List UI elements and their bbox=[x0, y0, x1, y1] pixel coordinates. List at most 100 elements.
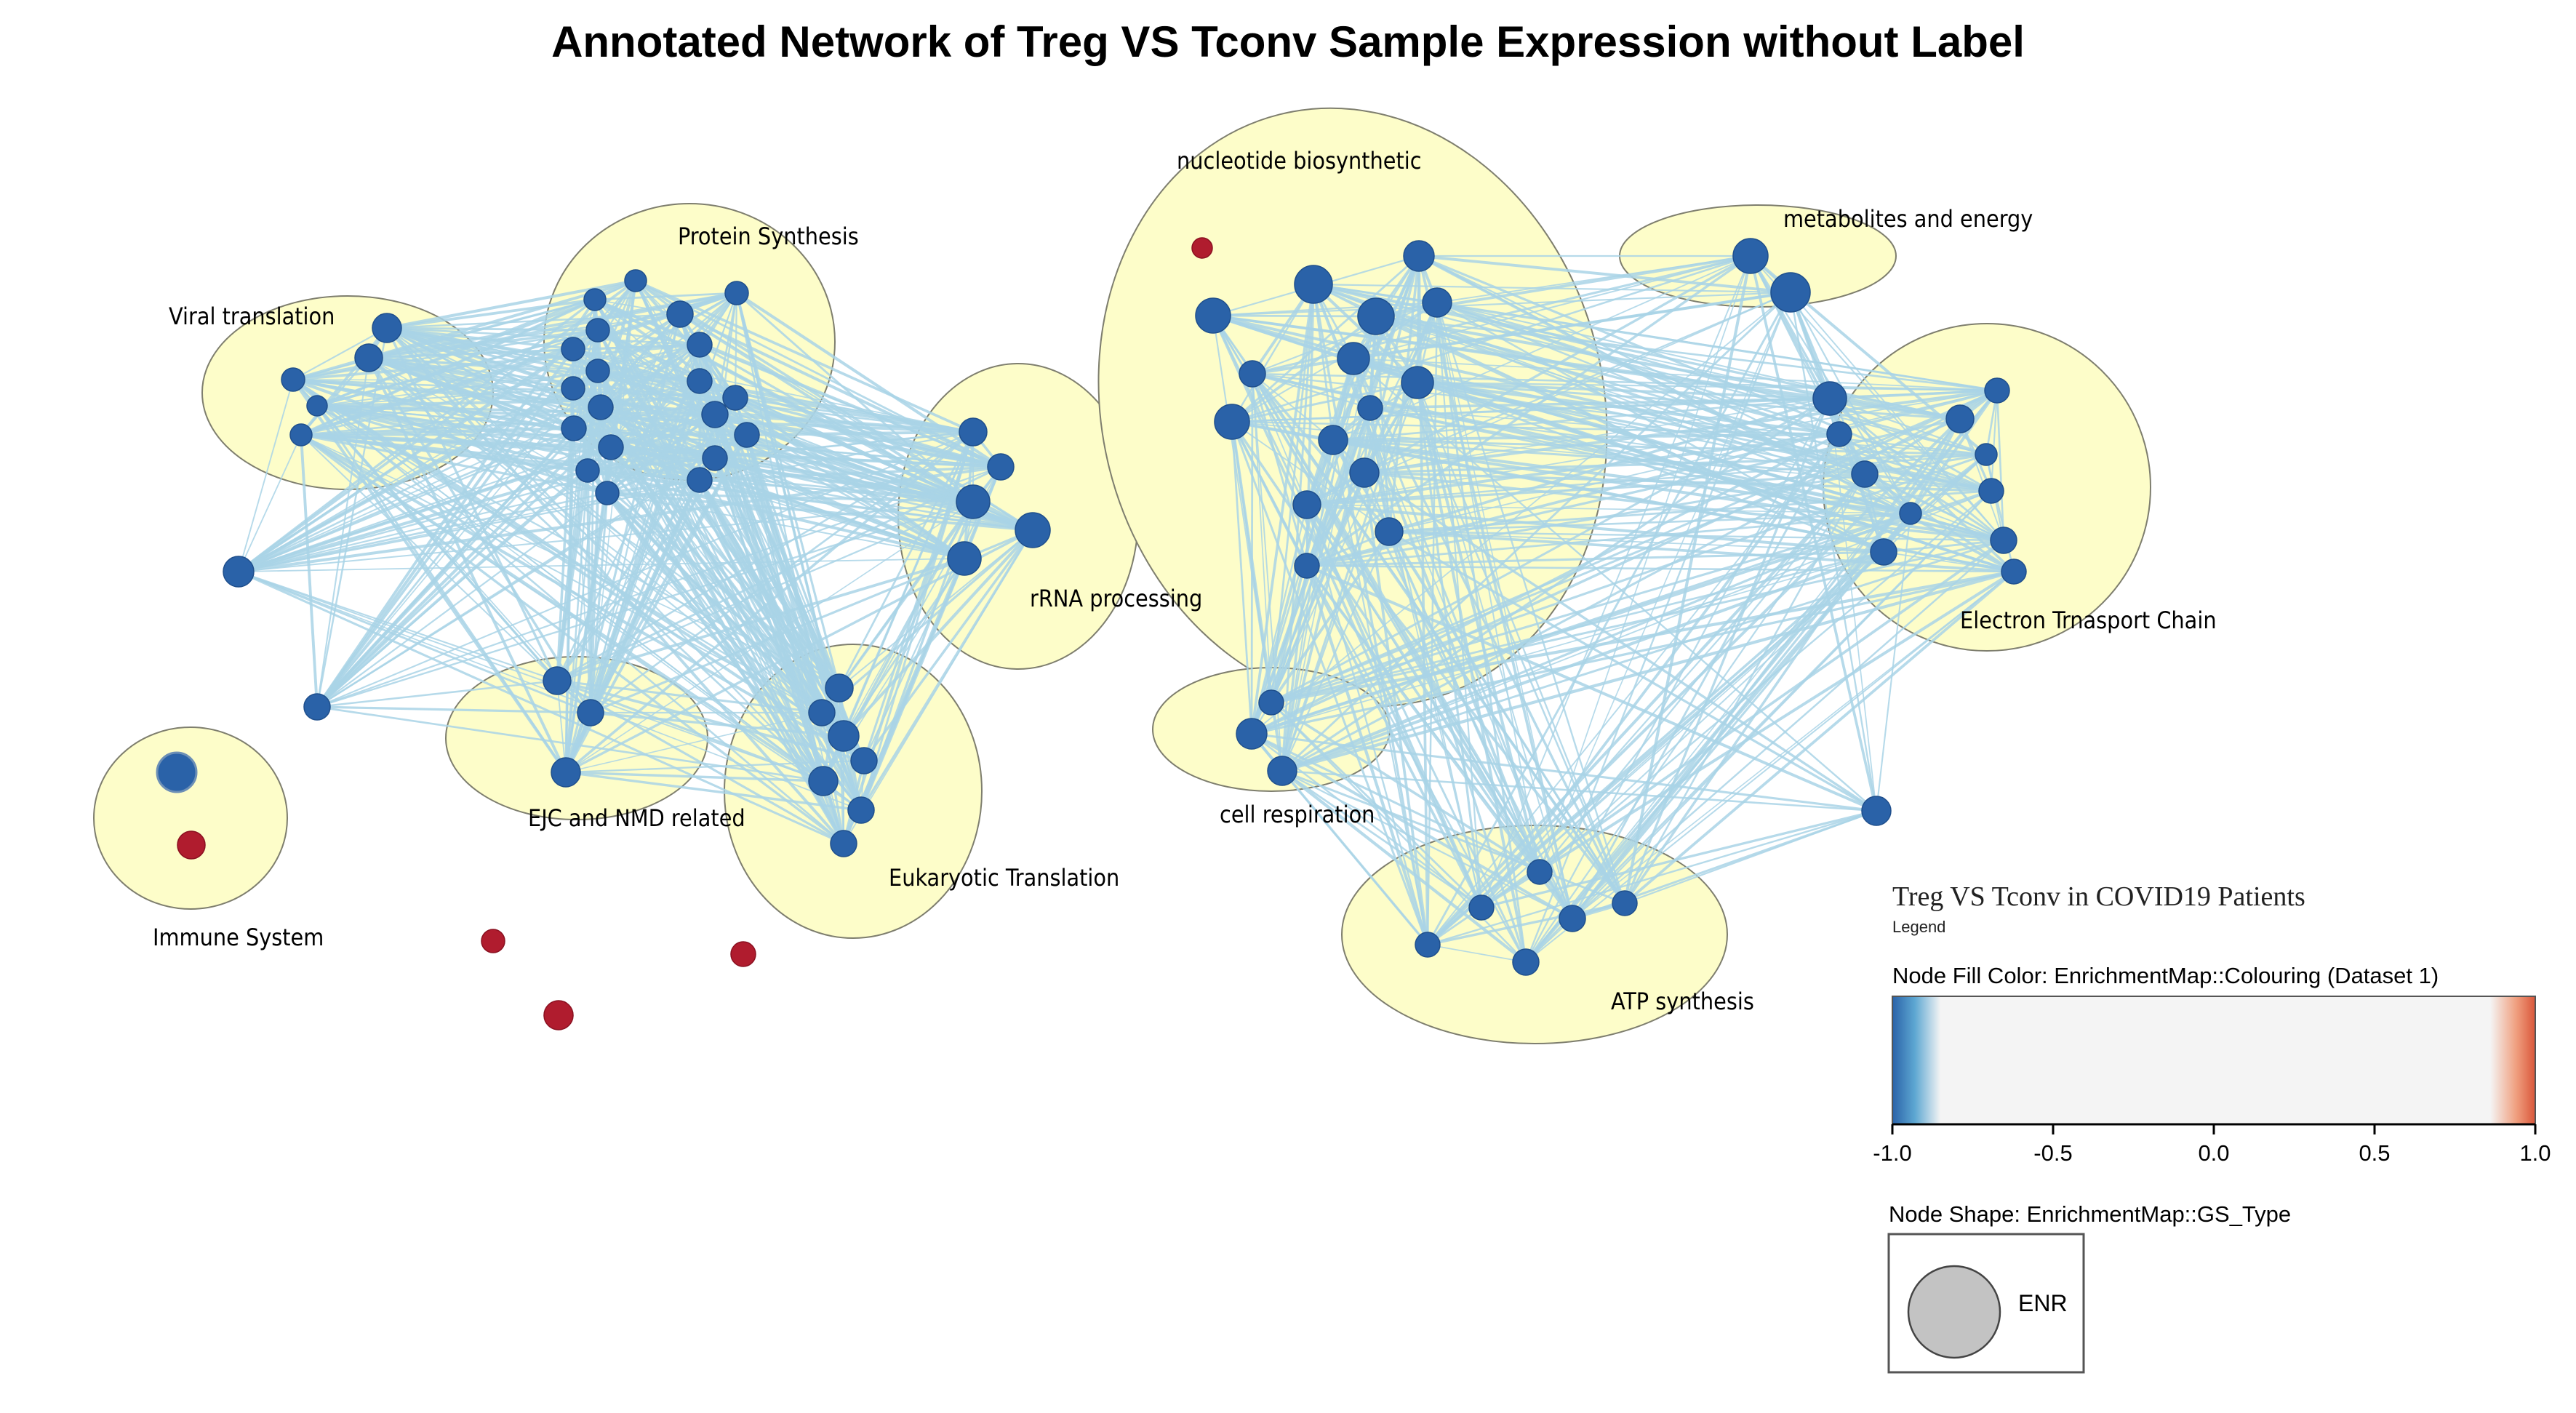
network-edge bbox=[735, 292, 1002, 468]
network-edge bbox=[1252, 373, 1334, 441]
cluster-label-eukaryotic-translation: Eukaryotic Translation bbox=[889, 864, 1119, 892]
cluster-label-cell-respiration: cell respiration bbox=[1220, 801, 1375, 828]
network-node-blue bbox=[575, 458, 600, 483]
network-edge bbox=[1231, 315, 1377, 423]
network-edge bbox=[842, 558, 966, 844]
network-edge bbox=[1864, 473, 2004, 542]
network-edge bbox=[590, 711, 844, 737]
network-edge bbox=[556, 679, 844, 845]
network-edge bbox=[1353, 358, 1998, 391]
network-edge bbox=[1436, 301, 1992, 492]
network-edge bbox=[556, 479, 700, 681]
network-edge bbox=[1281, 291, 1791, 772]
network-edge bbox=[1417, 255, 1574, 919]
network-edge bbox=[1864, 473, 2015, 573]
network-edge bbox=[1212, 315, 1527, 963]
legend-subheader: Legend bbox=[1892, 918, 1945, 936]
network-edge bbox=[1231, 255, 1751, 423]
network-edge bbox=[1571, 433, 1841, 919]
network-edge bbox=[1427, 809, 1877, 946]
network-edge bbox=[1281, 490, 1992, 772]
network-edge bbox=[606, 492, 825, 782]
network-edge bbox=[1281, 512, 1911, 772]
network-node-blue bbox=[1401, 366, 1434, 399]
network-edge bbox=[1436, 301, 1961, 420]
network-node-blue bbox=[303, 693, 331, 721]
network-edge bbox=[594, 292, 737, 301]
legend-tick-label: -1.0 bbox=[1873, 1140, 1911, 1166]
network-edge bbox=[1480, 539, 2005, 909]
network-edge bbox=[316, 470, 588, 708]
network-edge bbox=[1418, 255, 1791, 294]
network-node-blue bbox=[701, 401, 729, 428]
network-edge bbox=[843, 529, 1033, 844]
network-node-blue bbox=[1984, 377, 2010, 404]
network-edge bbox=[1417, 380, 1840, 436]
network-edge bbox=[734, 292, 738, 399]
network-node-blue bbox=[543, 666, 572, 695]
network-node-blue bbox=[1468, 894, 1495, 921]
network-edge bbox=[607, 433, 748, 495]
network-node-red bbox=[481, 929, 505, 953]
network-edge bbox=[1623, 570, 2015, 905]
network-node-blue bbox=[847, 796, 875, 824]
network-node-blue bbox=[306, 395, 328, 417]
network-node-blue bbox=[947, 541, 982, 576]
network-edge bbox=[1281, 769, 1527, 964]
network-edge bbox=[1364, 453, 1987, 474]
network-node-blue bbox=[1527, 859, 1553, 885]
network-edge bbox=[238, 379, 294, 572]
network-node-red bbox=[177, 830, 206, 860]
network-edge bbox=[316, 500, 974, 708]
network-edge bbox=[556, 465, 1001, 682]
network-edge bbox=[679, 313, 1001, 468]
network-edge bbox=[699, 465, 1001, 481]
network-edge bbox=[606, 492, 863, 812]
network-edge bbox=[1281, 565, 1308, 772]
network-edge bbox=[238, 434, 302, 572]
network-edge bbox=[238, 501, 974, 572]
network-edge bbox=[300, 433, 845, 845]
network-edge bbox=[1252, 373, 1308, 505]
network-edge bbox=[699, 380, 965, 560]
network-edge bbox=[1572, 540, 2004, 919]
network-node-red bbox=[1191, 237, 1213, 259]
network-edge bbox=[1271, 397, 1831, 704]
cluster-label-viral-translation: Viral translation bbox=[169, 303, 335, 330]
network-edge bbox=[386, 327, 865, 761]
network-node-blue bbox=[1978, 478, 2004, 504]
network-edge bbox=[1332, 439, 1865, 476]
network-edge bbox=[1480, 433, 1841, 909]
network-edge bbox=[1863, 389, 1999, 476]
network-edge bbox=[300, 434, 823, 713]
network-edge bbox=[1271, 569, 2015, 705]
network-edge bbox=[238, 570, 591, 714]
network-edge bbox=[1749, 255, 1878, 812]
network-node-blue bbox=[1349, 457, 1380, 488]
network-edge bbox=[698, 479, 865, 761]
network-edge bbox=[1572, 571, 2015, 919]
network-edge bbox=[300, 433, 608, 495]
network-edge bbox=[1271, 551, 1884, 704]
network-node-blue bbox=[577, 699, 604, 726]
network-edge bbox=[1231, 420, 1541, 873]
network-node-blue bbox=[1292, 490, 1321, 519]
network-node-blue bbox=[1015, 512, 1051, 548]
network-node-blue bbox=[1318, 425, 1348, 455]
network-node-blue bbox=[551, 757, 581, 788]
network-node-blue bbox=[561, 337, 585, 361]
network-edge bbox=[1417, 381, 1831, 400]
network-edge bbox=[1313, 283, 1987, 456]
network-edge bbox=[1281, 539, 2004, 772]
network-node-blue bbox=[830, 830, 857, 857]
network-node-blue bbox=[372, 313, 402, 343]
network-edge bbox=[1312, 283, 1419, 384]
network-edge bbox=[1436, 255, 1751, 303]
network-edge bbox=[1305, 504, 1574, 919]
network-edge bbox=[1306, 473, 1865, 567]
network-node-blue bbox=[828, 720, 860, 752]
network-edge bbox=[292, 327, 388, 380]
network-edge bbox=[238, 343, 700, 573]
network-node-blue bbox=[1294, 553, 1320, 579]
network-node-red bbox=[543, 1000, 574, 1030]
